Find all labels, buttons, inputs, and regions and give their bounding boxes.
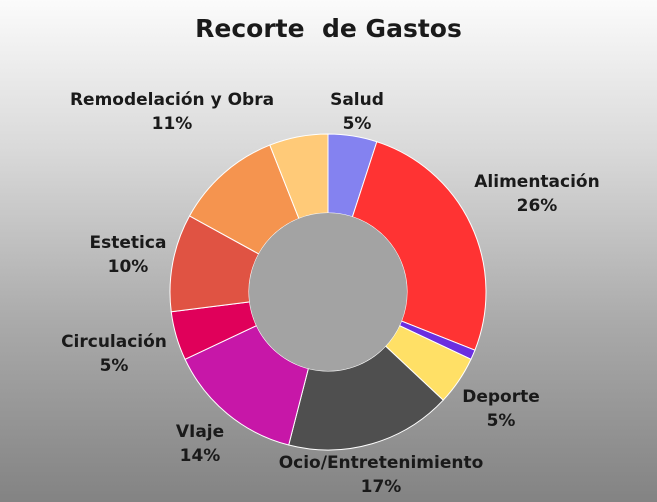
slice-name: Remodelación y Obra [69,90,275,110]
slice-label-alimentacion: Alimentación 26% [462,170,612,218]
slice-value: 5% [99,356,129,376]
slice-value: 26% [516,196,558,216]
slice-name: Deporte [462,387,540,407]
slice-name: Circulación [61,332,167,352]
slice-value: 14% [179,446,221,466]
donut-hole [249,213,407,371]
chart-title: Recorte de Gastos [195,14,462,43]
slice-label-viaje: VIaje 14% [160,420,240,468]
slice-label-remodelacion: Remodelación y Obra 11% [62,88,282,136]
slice-name: Ocio/Entretenimiento [278,453,484,473]
slice-value: 5% [486,411,516,431]
slice-label-salud: Salud 5% [312,88,402,136]
slice-name: Alimentación [474,172,600,192]
slice-name: VIaje [175,422,225,442]
slice-name: Salud [330,90,384,110]
slice-value: 10% [107,257,149,277]
slice-value: 11% [151,114,193,134]
slice-label-deporte: Deporte 5% [451,385,551,433]
slice-name: Estetica [89,233,167,253]
slice-value: 5% [342,114,372,134]
slice-label-estetica: Estetica 10% [78,231,178,279]
slice-label-ocio: Ocio/Entretenimiento 17% [266,451,496,499]
slice-value: 17% [360,477,402,497]
slice-label-circulacion: Circulación 5% [54,330,174,378]
